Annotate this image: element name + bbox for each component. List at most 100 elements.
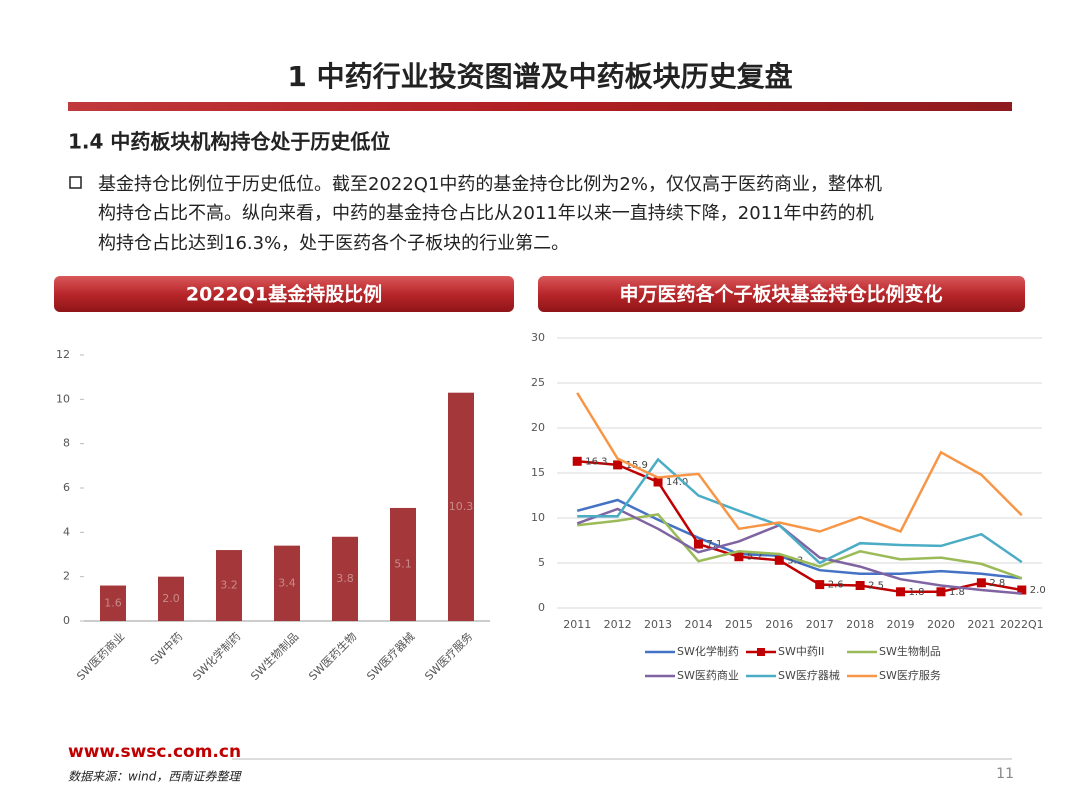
value-label: 14.0 xyxy=(666,477,688,488)
value-label: 2.6 xyxy=(828,580,844,591)
point-marker xyxy=(855,581,865,590)
legend-label: SW医药商业 xyxy=(677,668,739,682)
point-marker xyxy=(613,460,623,470)
bar xyxy=(274,545,300,621)
x-tick-label: SW生物制品 xyxy=(248,629,302,683)
y-tick-label: 30 xyxy=(531,331,545,344)
point-marker xyxy=(976,578,986,588)
x-tick-label: 2018 xyxy=(846,618,874,631)
legend-marker xyxy=(757,648,765,656)
point-marker xyxy=(896,587,906,597)
point-marker xyxy=(693,539,703,549)
y-tick-label: 12 xyxy=(56,348,70,361)
value-label: 2.0 xyxy=(1030,585,1046,596)
point-marker xyxy=(936,587,946,597)
point-marker xyxy=(774,555,784,565)
page-title: 1 中药行业投资图谱及中药板块历史复盘 xyxy=(287,60,792,93)
y-tick-label: 6 xyxy=(63,481,70,494)
value-label: 5.3 xyxy=(787,555,803,566)
x-tick-label: 2017 xyxy=(806,618,834,631)
point-marker xyxy=(653,477,663,487)
series-line xyxy=(576,392,1023,534)
point-marker xyxy=(734,552,744,562)
bar xyxy=(390,507,416,621)
value-label: 1.8 xyxy=(909,587,925,598)
page-number: 11 xyxy=(996,766,1014,782)
x-tick-label: SW化学制药 xyxy=(190,629,244,683)
bullet-line: 构持仓占比达到16.3%，处于医药各个子板块的行业第二。 xyxy=(98,233,569,254)
x-tick-label: SW医疗服务 xyxy=(422,629,476,683)
footer-source: 数据来源：wind，西南证券整理 xyxy=(68,770,242,784)
legend-label: SW医疗器械 xyxy=(778,668,840,682)
x-tick-label: 2015 xyxy=(725,618,753,631)
value-label: 2.0 xyxy=(162,592,180,605)
bar xyxy=(332,536,358,621)
value-label: 3.4 xyxy=(278,576,296,589)
point-marker xyxy=(815,580,825,590)
y-tick-label: 20 xyxy=(531,421,545,434)
y-tick-label: 4 xyxy=(63,525,70,538)
value-label: 15.9 xyxy=(626,460,648,471)
section-title: 1.4 中药板块机构持仓处于历史低位 xyxy=(68,130,390,154)
x-tick-label: SW医药生物 xyxy=(306,629,360,683)
x-tick-label: 2014 xyxy=(684,618,712,631)
x-tick-label: 2012 xyxy=(604,618,632,631)
chart-banner xyxy=(538,276,1025,312)
x-tick-label: 2011 xyxy=(563,618,591,631)
y-tick-label: 10 xyxy=(56,392,70,405)
value-label: 7.1 xyxy=(706,539,722,550)
series-line xyxy=(576,498,1022,580)
bullet-line: 基金持仓比例位于历史低位。截至2022Q1中药的基金持仓比例为2%，仅仅高于医药… xyxy=(98,174,882,195)
legend-label: SW化学制药 xyxy=(677,644,739,658)
chart-title: 申万医药各个子板块基金持仓比例变化 xyxy=(619,283,942,306)
bullet-line: 构持仓占比不高。纵向来看，中药的基金持仓占比从2011年以来一直持续下降，201… xyxy=(98,203,874,224)
value-label: 3.2 xyxy=(220,579,238,592)
value-label: 1.6 xyxy=(104,596,122,609)
y-tick-label: 2 xyxy=(63,570,70,583)
series-line xyxy=(577,457,1023,565)
chart-title: 2022Q1基金持股比例 xyxy=(186,283,382,306)
legend-label: SW生物制品 xyxy=(879,644,941,658)
legend-label: SW医疗服务 xyxy=(879,668,941,682)
x-tick-label: 2021 xyxy=(967,618,995,631)
x-tick-label: SW医疗器械 xyxy=(364,629,418,683)
y-tick-label: 10 xyxy=(531,511,545,524)
x-tick-label: 2013 xyxy=(644,618,672,631)
value-label: 3.8 xyxy=(336,572,354,585)
chart-banner xyxy=(54,276,514,312)
point-marker xyxy=(572,456,582,466)
bar xyxy=(100,585,126,621)
bar xyxy=(448,392,474,621)
legend-label: SW中药II xyxy=(778,645,824,658)
series-line xyxy=(577,513,1023,580)
x-tick-label: 2020 xyxy=(927,618,955,631)
title-rule xyxy=(68,102,1012,111)
y-tick-label: 0 xyxy=(63,614,70,627)
series-line xyxy=(576,507,1022,595)
point-marker xyxy=(1017,585,1027,595)
y-tick-label: 8 xyxy=(63,437,70,450)
bar xyxy=(158,576,184,621)
x-tick-label: 2022Q1 xyxy=(1000,618,1044,631)
value-label: 16.3 xyxy=(585,456,607,467)
x-tick-label: SW医药商业 xyxy=(74,629,128,683)
x-tick-label: SW中药 xyxy=(148,630,185,667)
y-tick-label: 25 xyxy=(531,376,545,389)
y-tick-label: 0 xyxy=(538,601,545,614)
value-label: 2.5 xyxy=(868,581,884,592)
series-line xyxy=(577,460,1023,594)
y-tick-label: 5 xyxy=(538,556,545,569)
value-label: 2.8 xyxy=(989,578,1005,589)
footer-url: www.swsc.com.cn xyxy=(68,742,241,762)
value-label: 1.8 xyxy=(949,587,965,598)
value-label: 5.7 xyxy=(747,552,763,563)
bar xyxy=(216,550,242,621)
x-tick-label: 2016 xyxy=(765,618,793,631)
value-label: 10.3 xyxy=(449,500,474,513)
value-label: 5.1 xyxy=(394,557,412,570)
bullet-icon xyxy=(69,176,82,189)
x-tick-label: 2019 xyxy=(887,618,915,631)
y-tick-label: 15 xyxy=(531,466,545,479)
